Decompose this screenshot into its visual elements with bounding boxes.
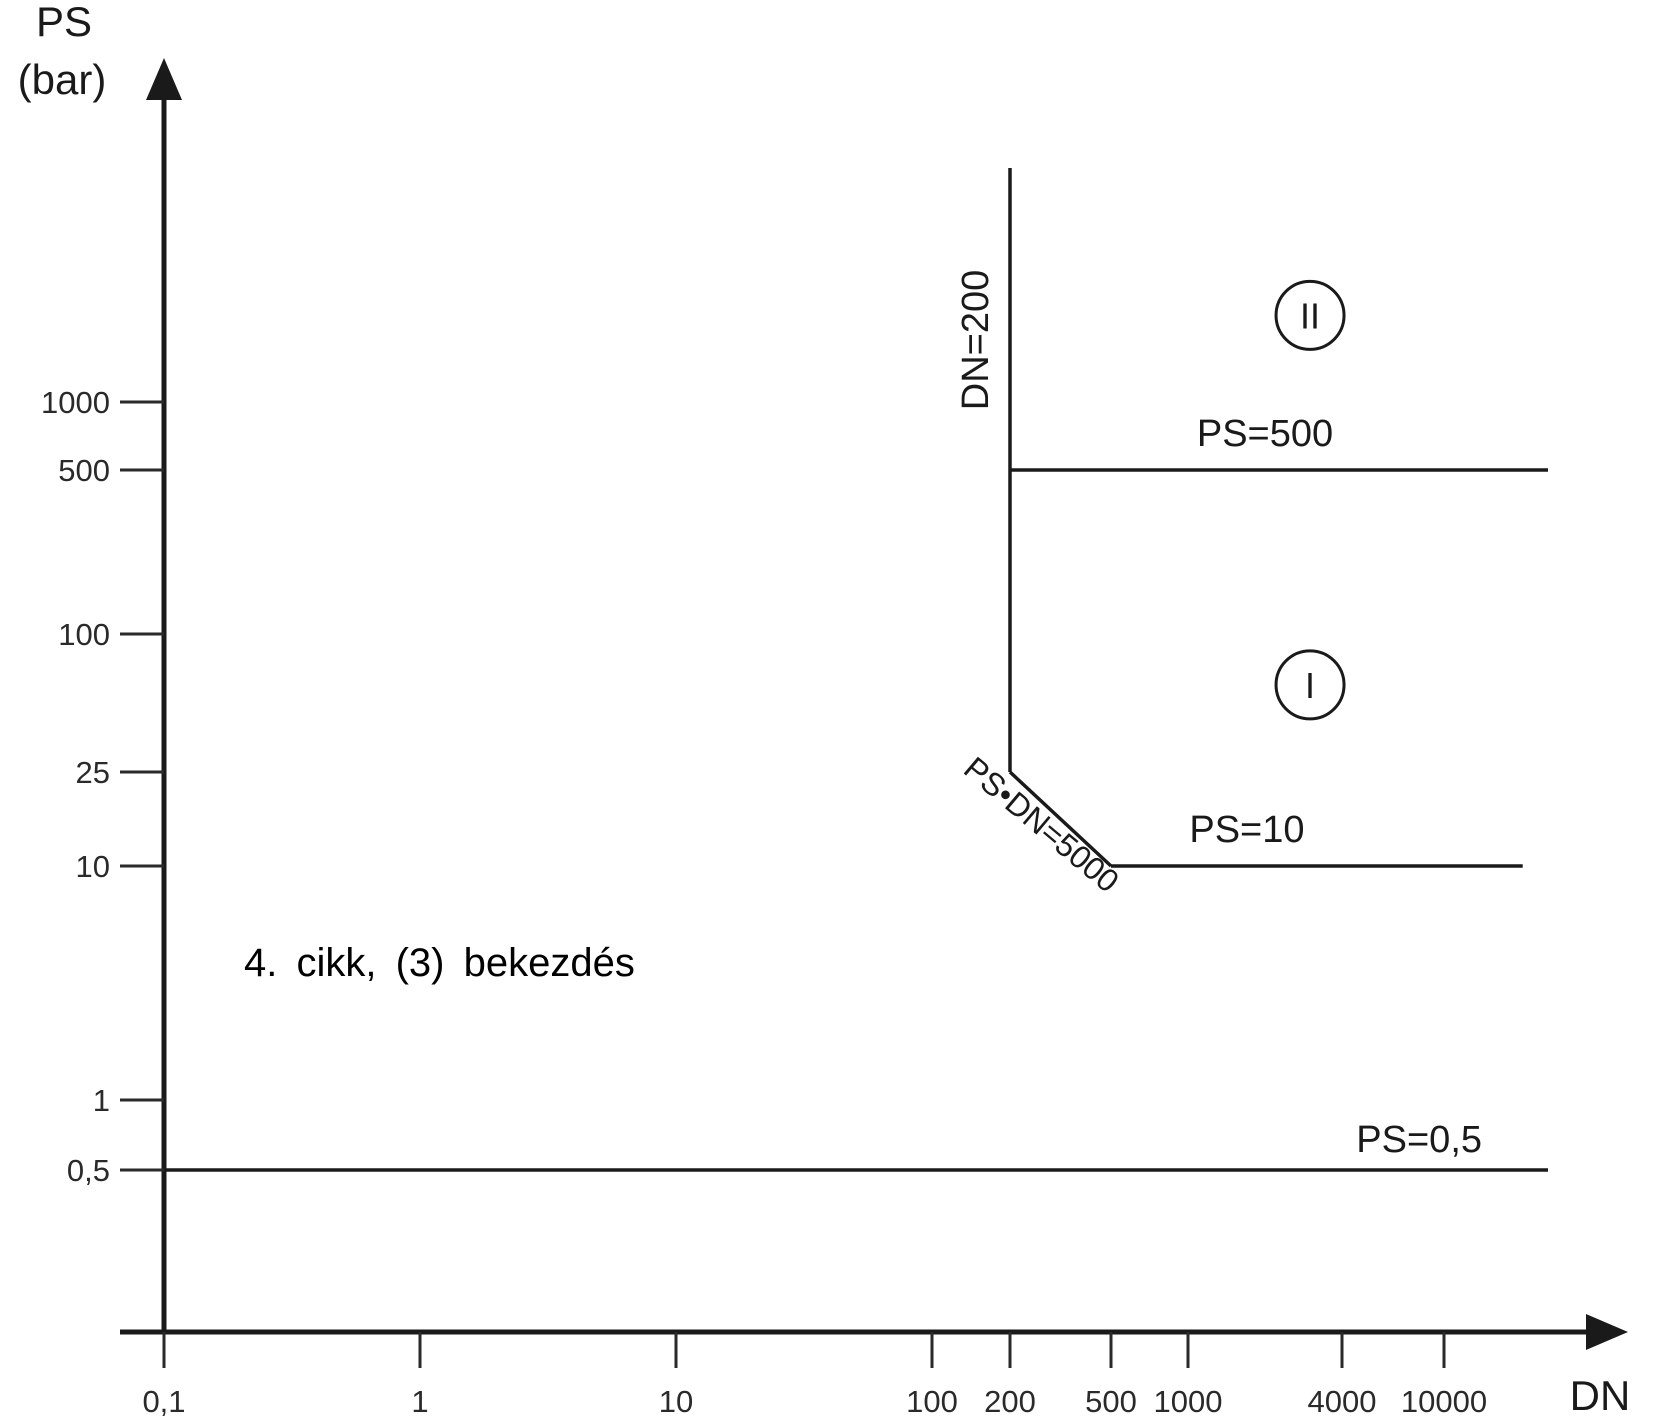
boundary-label-ps-dn-5000: PS•DN=5000	[957, 750, 1126, 900]
region-ii-circle	[1274, 279, 1346, 351]
x-axis-title: DN	[1570, 1372, 1631, 1417]
y-axis-title-line2: (bar)	[18, 56, 107, 103]
x-tick-label: 10000	[1401, 1384, 1487, 1417]
boundary-label-ps-500: PS=500	[1197, 413, 1333, 455]
y-axis-arrow-icon	[146, 58, 182, 100]
x-tick-label: 4000	[1308, 1384, 1377, 1417]
x-tick-label: 500	[1085, 1384, 1137, 1417]
y-ticks: 0,5 1 10 25 100 500 1000	[41, 385, 164, 1188]
boundaries	[164, 168, 1548, 1172]
axes	[120, 58, 1628, 1350]
boundary-label-dn-200: DN=200	[955, 270, 997, 410]
x-ticks: 0,1 1 10 100 200 500 1000 4000 10000	[142, 1332, 1487, 1417]
y-tick-label: 1	[93, 1083, 110, 1118]
region-ii: II	[1274, 279, 1346, 351]
x-tick-label: 0,1	[142, 1384, 185, 1417]
x-tick-label: 1000	[1154, 1384, 1223, 1417]
y-tick-label: 25	[76, 755, 110, 790]
annotation-text: 4. cikk, (3) bekezdés	[244, 941, 635, 985]
y-tick-label: 500	[58, 453, 110, 488]
region-i: I	[1274, 649, 1346, 721]
x-tick-label: 1	[411, 1384, 428, 1417]
y-tick-label: 1000	[41, 385, 110, 420]
region-i-label: I	[1305, 665, 1315, 706]
y-axis-title-line1: PS	[36, 0, 92, 45]
x-tick-label: 100	[906, 1384, 958, 1417]
x-tick-label: 200	[984, 1384, 1036, 1417]
y-tick-label: 100	[58, 617, 110, 652]
region-ii-label: II	[1300, 295, 1320, 336]
boundary-ps-dn-5000	[1008, 770, 1113, 868]
region-i-circle	[1274, 649, 1346, 721]
x-axis-arrow-icon	[1586, 1314, 1628, 1350]
boundary-label-ps-0-5: PS=0,5	[1356, 1119, 1482, 1161]
x-tick-label: 10	[659, 1384, 693, 1417]
boundary-label-ps-10: PS=10	[1189, 809, 1304, 851]
y-tick-label: 10	[76, 849, 110, 884]
y-tick-label: 0,5	[67, 1153, 110, 1188]
